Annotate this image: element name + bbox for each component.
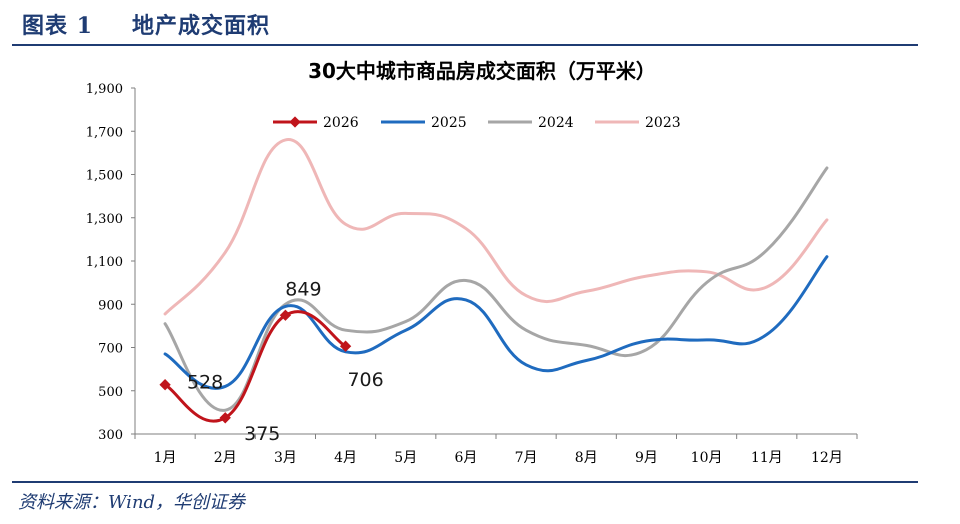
y-tick-label: 900 [98,298,123,313]
series-layer [159,138,829,424]
y-tick-label: 1,500 [86,169,123,184]
x-tick-label: 12月 [811,450,843,466]
legend: 2026 2025 2024 2023 [273,115,681,131]
x-tick-label: 6月 [454,450,477,466]
figure-title: 地产成交面积 [132,13,271,39]
series-line-2025 [163,255,829,390]
legend-label-2025: 2025 [431,115,467,131]
y-tick-label: 500 [98,385,123,400]
series-point-2026 [219,412,231,424]
footer-rule [12,481,918,483]
figure-header: 图表 1 地产成交面积 [12,6,918,40]
series-line-2023 [163,138,829,316]
y-tick-label: 1,900 [86,82,123,97]
x-tick-label: 2月 [214,450,237,466]
chart-title: 30大中城市商品房成交面积（万平米） [308,59,656,83]
x-tick-label: 5月 [394,450,417,466]
series-point-2026 [339,340,352,352]
series-line-2024 [163,166,829,412]
y-tick-label: 1,300 [86,212,123,227]
legend-label-2026: 2026 [323,115,359,131]
axes: 1,900 1,700 1,500 1,300 1,100 900 700 500 300 1月 2… [86,82,858,466]
data-label-2026: 706 [347,369,383,391]
x-tick-label: 1月 [154,450,177,466]
x-tick-label: 7月 [515,450,538,466]
y-tick-label: 700 [98,342,123,357]
header-rule [12,44,918,46]
data-label-2026: 375 [244,423,280,445]
series-line-2026 [163,310,348,423]
source-note: 资料来源：Wind，华创证券 [18,492,246,513]
y-tick-label: 1,700 [86,125,123,140]
x-tick-label: 3月 [274,450,297,466]
data-labels: 528 375 849 706 [187,278,384,445]
x-tick-label: 8月 [575,450,598,466]
figure-label: 图表 1 [22,13,93,39]
legend-marker-2026 [289,116,301,128]
line-chart: 30大中城市商品房成交面积（万平米） 1,9001,7001,5001,3001… [86,59,858,466]
series-point-2026 [159,379,171,391]
data-label-2026: 528 [187,372,223,394]
legend-label-2023: 2023 [645,115,681,131]
y-tick-label: 300 [98,428,123,443]
x-tick-label: 9月 [635,450,658,466]
x-tick-label: 11月 [751,450,783,466]
x-tick-label: 10月 [691,450,723,466]
y-tick-label: 1,100 [86,255,123,270]
data-label-2026: 849 [285,278,321,300]
legend-label-2024: 2024 [538,115,574,131]
x-tick-label: 4月 [334,450,357,466]
series-point-2026 [279,309,292,321]
